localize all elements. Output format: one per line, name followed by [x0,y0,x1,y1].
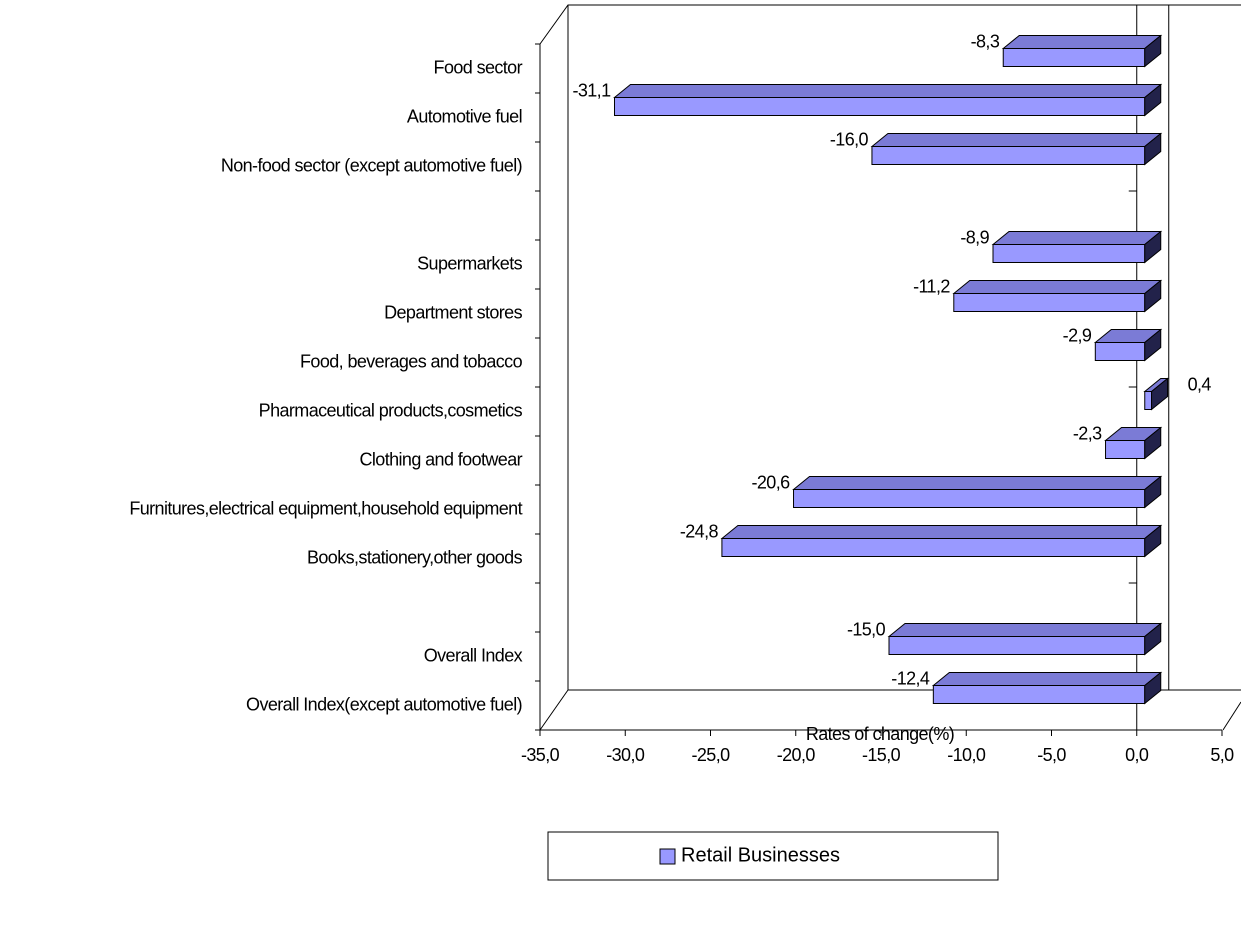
legend-box [547,831,999,881]
value-label: -2,3 [1073,423,1102,443]
y-tick-label: Overall Index(except automotive fuel) [246,694,522,714]
x-axis-title: Rates of change(%) [806,724,954,744]
plot-walls [539,4,1241,731]
bar [721,538,1146,557]
bar-side [1144,132,1162,166]
value-label: -16,0 [830,129,869,149]
y-tick-label: Overall Index [424,645,523,665]
value-label: -2,9 [1063,325,1092,345]
y-tick-label: Department stores [384,302,522,322]
y-tick-label: Pharmaceutical products,cosmetics [259,400,523,420]
bar [871,146,1146,165]
x-tick-label: -15,0 [862,745,901,765]
bar-top [952,280,1163,294]
floor-right-edge [1222,701,1241,731]
value-label: -8,3 [971,31,1000,51]
bar-side [1144,34,1162,68]
x-tick-label: -30,0 [606,745,645,765]
legend-swatch [659,848,676,865]
y-tick-label: Food, beverages and tobacco [300,351,523,371]
bar-side [1144,475,1162,509]
value-label: -31,1 [572,80,611,100]
value-label: 0,4 [1188,374,1212,394]
value-label: -24,8 [680,521,719,541]
value-label: -12,4 [891,668,930,688]
bar-top [991,231,1163,245]
bar-side [1144,83,1162,117]
bar [793,489,1146,508]
bar-side [1144,622,1162,656]
bar-top [870,133,1163,147]
bar-side [1144,426,1162,460]
floor-left-edge [539,689,569,731]
value-label: -8,9 [960,227,989,247]
bar [992,244,1146,263]
bar-side [1144,279,1162,313]
bar-top [792,476,1163,490]
x-tick-label: -35,0 [521,745,560,765]
y-tick-label: Books,stationery,other goods [307,547,523,567]
bar [888,636,1146,655]
bar [1144,391,1153,410]
bar [613,97,1146,116]
bar [953,293,1146,312]
legend-label: Retail Businesses [681,844,840,866]
bar-side [1144,328,1162,362]
value-label: -20,6 [751,472,790,492]
x-tick-label: -10,0 [947,745,986,765]
bar [932,685,1146,704]
value-label: -11,2 [913,276,950,296]
y-tick-label: Non-food sector (except automotive fuel) [221,155,522,175]
bar [1105,440,1146,459]
x-tick-label: 0,0 [1125,745,1149,765]
y-tick-label: Supermarkets [417,253,522,273]
y-tick-label: Automotive fuel [407,106,522,126]
bar-top [613,84,1163,98]
y-tick-label: Furnitures,electrical equipment,househol… [129,498,522,518]
x-tick-label: -5,0 [1037,745,1066,765]
x-tick-label: -20,0 [777,745,816,765]
bar-side [1144,671,1162,705]
bar-side [1144,230,1162,264]
y-tick-label: Clothing and footwear [359,449,522,469]
bar-side [1151,377,1169,411]
bar-top [1001,35,1163,49]
x-tick-label: -25,0 [691,745,730,765]
x-tick-label: 5,0 [1210,745,1234,765]
y-tick-label: Food sector [434,57,523,77]
bar-top [931,672,1163,686]
bar-top [887,623,1163,637]
bar [1094,342,1146,361]
bar-side [1144,524,1162,558]
bar [1002,48,1146,67]
bar-top [720,525,1163,539]
value-label: -15,0 [847,619,886,639]
